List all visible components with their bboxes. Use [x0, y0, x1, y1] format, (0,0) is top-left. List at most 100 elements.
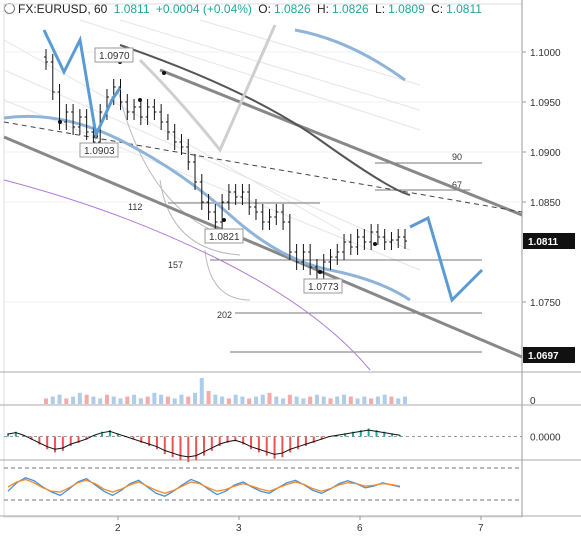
fib-label: 157	[168, 260, 183, 270]
volume-bar	[403, 396, 407, 404]
volume-bar	[220, 396, 225, 404]
low-value: 1.0809	[388, 2, 425, 16]
price-badge-label: 1.0697	[528, 351, 559, 362]
trend-dashed-line	[3, 121, 523, 213]
volume-bar	[328, 398, 333, 404]
y-tick-label: 1.0750	[530, 298, 561, 309]
volume-bar	[145, 396, 150, 404]
price-annotation-box	[303, 278, 343, 294]
volume-bar	[362, 396, 367, 404]
volume-bar	[77, 392, 82, 404]
volume-bar	[287, 394, 292, 404]
swing-point	[58, 120, 62, 124]
swing-point	[138, 98, 142, 102]
volume-bar	[294, 396, 299, 404]
swing-point	[162, 71, 166, 75]
y-tick-label: 1.0950	[530, 98, 561, 109]
volume-bar	[104, 394, 109, 404]
high-label: H:	[317, 2, 329, 16]
volume-bar	[159, 394, 164, 404]
y-tick-label: 1.0850	[530, 198, 561, 209]
fib-label: 202	[217, 310, 232, 320]
fib-label: 112	[128, 202, 142, 212]
high-value: 1.0826	[332, 2, 369, 16]
volume-bar	[281, 398, 286, 404]
volume-bar	[389, 396, 394, 404]
price-annotation-box	[79, 142, 119, 158]
zigzag-light-line	[138, 24, 277, 153]
price-change: +0.0004 (+0.04%)	[155, 2, 252, 16]
arc-line	[159, 179, 241, 256]
volume-bar	[57, 394, 62, 404]
volume-bar	[199, 378, 204, 404]
fan-line	[3, 69, 411, 251]
macd-axis-label: 0.0000	[530, 433, 561, 444]
volume-bar	[138, 398, 143, 404]
volume-bar	[125, 396, 130, 404]
projection-left-line	[42, 29, 122, 141]
price-badge	[523, 347, 575, 363]
swing-point	[373, 242, 377, 246]
swing-point	[222, 218, 226, 222]
low-label: L:	[375, 2, 386, 16]
x-tick-label: 7	[478, 523, 484, 534]
volume-bar	[193, 392, 198, 404]
fan-line	[79, 19, 421, 131]
oscillator-series-line	[7, 477, 401, 497]
volume-bar	[84, 394, 89, 404]
open-label: O:	[258, 2, 271, 16]
volume-bar	[267, 392, 272, 404]
volume-bar	[186, 396, 191, 404]
volume-bar	[226, 398, 231, 404]
volume-bar	[111, 396, 116, 404]
price-annotation-label: 1.0970	[99, 51, 130, 62]
volume-bar	[165, 396, 170, 404]
volume-bar	[233, 394, 238, 404]
volume-bar	[179, 394, 184, 404]
oscillator-series-line	[7, 478, 401, 494]
ma-light-upper-line	[294, 28, 406, 82]
volume-bar	[396, 398, 401, 404]
volume-bar	[342, 394, 347, 404]
volume-bar	[213, 394, 218, 404]
last-price: 1.0811	[113, 2, 150, 16]
fan-line	[3, 39, 341, 231]
volume-bar	[50, 396, 55, 404]
volume-bar	[314, 394, 319, 404]
volume-bar	[301, 398, 306, 404]
y-tick-label: 1.1000	[530, 48, 561, 59]
volume-bar	[71, 396, 76, 404]
volume-bar	[308, 396, 313, 404]
volume-axis-label: 0	[530, 396, 536, 407]
fan-line	[199, 19, 421, 86]
volume-bar	[348, 396, 353, 404]
volume-bar	[44, 398, 48, 404]
volume-bar	[355, 398, 360, 404]
macd-line	[7, 429, 401, 458]
y-tick-label: 1.0900	[530, 148, 561, 159]
ma-light-line	[3, 114, 411, 302]
x-tick-label: 6	[357, 523, 363, 534]
x-tick-label: 2	[115, 523, 121, 534]
fib-label: 90	[452, 152, 462, 162]
price-badge	[523, 233, 575, 249]
ma-purple-line	[3, 179, 371, 371]
volume-bar	[64, 398, 69, 404]
volume-bar	[206, 391, 211, 404]
price-annotation-box	[94, 47, 134, 63]
price-annotation-label: 1.0821	[209, 232, 240, 243]
chart-header: FX:EURUSD, 60 1.0811 +0.0004 (+0.04%) O:…	[4, 2, 485, 16]
volume-bar	[98, 398, 103, 404]
projection-right-line	[409, 215, 484, 303]
close-value: 1.0811	[446, 2, 482, 16]
volume-bar	[274, 396, 279, 404]
symbol-label: FX:EURUSD, 60	[18, 2, 108, 16]
swing-point	[318, 270, 322, 274]
fib-label: 67	[452, 180, 462, 190]
volume-bar	[382, 394, 387, 404]
price-annotation-label: 1.0903	[84, 146, 115, 157]
channel-upper	[159, 68, 523, 217]
volume-bar	[335, 396, 340, 404]
